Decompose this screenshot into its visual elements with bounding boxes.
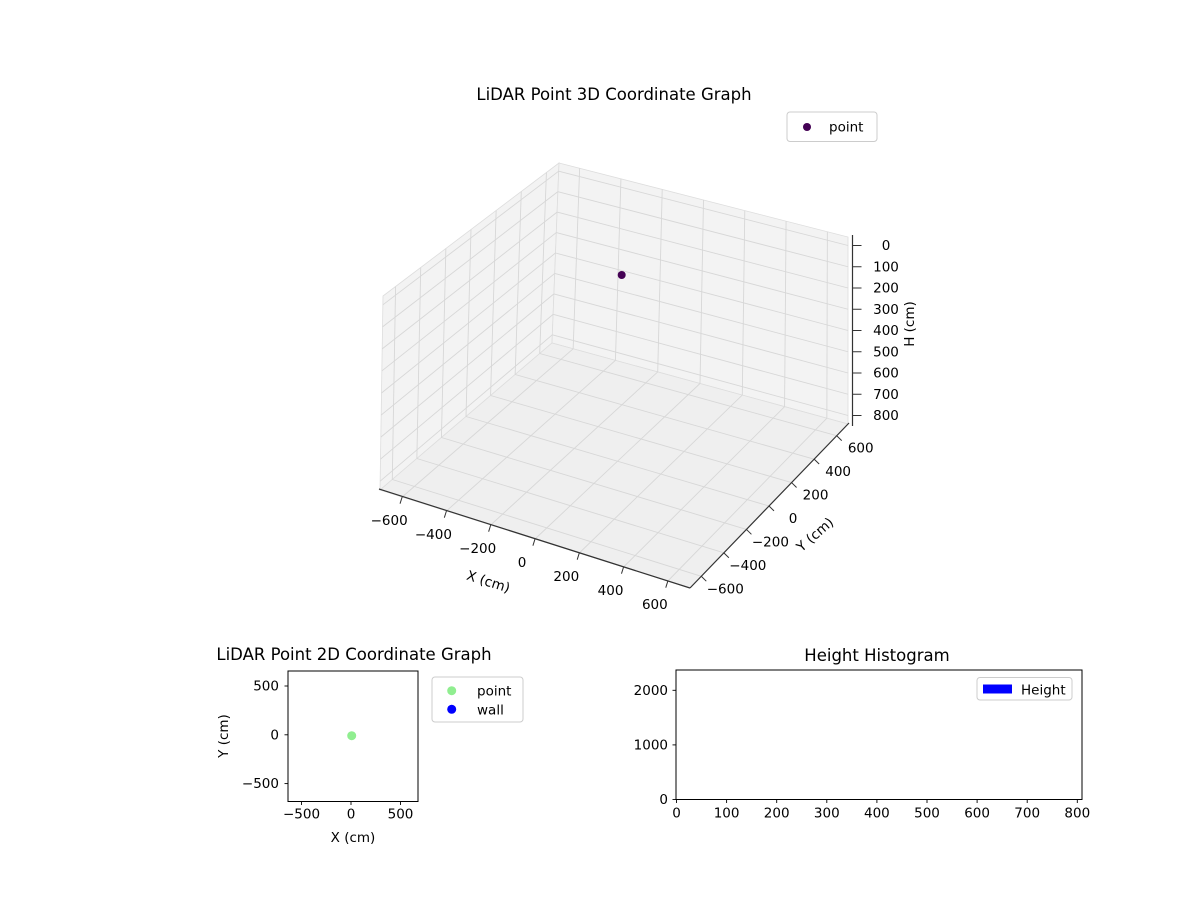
x-tick-label-hist: 200 bbox=[764, 806, 790, 822]
x-tick-label-hist: 700 bbox=[1014, 806, 1040, 822]
x-tick-label-2d: −500 bbox=[283, 807, 320, 823]
x-axis-label-3d: X (cm) bbox=[465, 568, 512, 597]
legend-marker-wall bbox=[447, 704, 457, 714]
plot3d-title: LiDAR Point 3D Coordinate Graph bbox=[476, 85, 751, 104]
2d-axes: −500 500 0 0 500 −500 bbox=[242, 670, 419, 823]
x-tick-label-3d: −200 bbox=[459, 541, 496, 557]
z-tick-label-3d: 200 bbox=[873, 281, 899, 297]
z-tick-label-3d: 700 bbox=[873, 387, 899, 403]
y-tick-label-3d: 200 bbox=[803, 488, 829, 504]
plot3d-legend: point bbox=[786, 111, 878, 142]
x-tick-label-hist: 400 bbox=[864, 806, 890, 822]
plot2d-title: LiDAR Point 2D Coordinate Graph bbox=[216, 645, 491, 664]
legend-box bbox=[976, 677, 1073, 701]
z-tick-label-3d: 0 bbox=[882, 238, 891, 254]
scatter3d-data-point bbox=[617, 271, 626, 279]
legend-patch-height bbox=[983, 684, 1012, 694]
histogram-title: Height Histogram bbox=[804, 646, 949, 665]
y-axis-label-3d: Y (cm) bbox=[793, 515, 837, 556]
x-axis-label-2d: X (cm) bbox=[331, 830, 376, 846]
3d-axis-spines bbox=[378, 235, 862, 589]
x-tick-label-hist: 500 bbox=[914, 806, 940, 822]
y-tick-label-2d: 0 bbox=[270, 727, 279, 743]
legend-label-point: point bbox=[477, 684, 511, 700]
legend-marker-point bbox=[447, 686, 457, 696]
z-tick-label-3d: 500 bbox=[873, 344, 899, 360]
3d-tick-labels: −600−400−2000200400600−600−400−200020040… bbox=[371, 238, 899, 613]
x-tick-label-3d: −400 bbox=[415, 527, 452, 543]
2d-scatter-plot: −500 500 0 0 500 −500 LiDAR Point 2D Coordina… bbox=[216, 645, 524, 846]
z-tick-label-3d: 600 bbox=[873, 366, 899, 382]
y-tick-label-2d: 500 bbox=[253, 679, 279, 695]
legend-label-wall: wall bbox=[477, 703, 504, 719]
y-tick-label-3d: 0 bbox=[789, 511, 798, 527]
histogram-axes: 0 100 200 300 400 500 600 700 800 0 1000 2000 bbox=[634, 669, 1090, 822]
x-tick-label-2d: 0 bbox=[347, 807, 356, 823]
y-tick-label-hist: 2000 bbox=[634, 683, 668, 699]
scatter2d-data-point bbox=[347, 731, 357, 741]
z-tick-label-3d: 400 bbox=[873, 323, 899, 339]
legend-label-height: Height bbox=[1021, 683, 1066, 699]
x-tick-label-3d: −600 bbox=[371, 513, 408, 529]
x-tick-label-hist: 300 bbox=[814, 806, 840, 822]
legend-label-point: point bbox=[829, 120, 863, 136]
x-tick-label-hist: 600 bbox=[964, 806, 990, 822]
x-tick-label-hist: 800 bbox=[1064, 806, 1090, 822]
x-tick-label-2d: 500 bbox=[388, 807, 414, 823]
x-tick-label-3d: 600 bbox=[642, 597, 668, 613]
legend-box bbox=[786, 111, 878, 142]
y-tick-label-3d: −200 bbox=[752, 534, 789, 550]
z-axis-label-3d: H (cm) bbox=[902, 301, 918, 347]
y-tick-label-hist: 1000 bbox=[634, 738, 668, 754]
x-tick-label-hist: 0 bbox=[672, 806, 681, 822]
y-tick-label-2d: −500 bbox=[242, 776, 279, 792]
z-tick-label-3d: 100 bbox=[873, 259, 899, 275]
y-tick-label-hist: 0 bbox=[659, 792, 668, 808]
y-tick-label-3d: −600 bbox=[707, 581, 744, 597]
y-tick-label-3d: 600 bbox=[848, 441, 874, 457]
legend-marker-point bbox=[803, 123, 811, 131]
y-tick-label-3d: 400 bbox=[825, 464, 851, 480]
3d-scatter-plot: −600−400−2000200400600−600−400−200020040… bbox=[371, 85, 918, 613]
plot2d-legend: point wall bbox=[431, 676, 524, 723]
x-tick-label-hist: 100 bbox=[714, 806, 740, 822]
x-tick-label-3d: 200 bbox=[553, 569, 579, 585]
y-axis-label-2d: Y (cm) bbox=[216, 714, 232, 759]
y-tick-label-3d: −400 bbox=[729, 558, 766, 574]
x-tick-label-3d: 400 bbox=[598, 583, 624, 599]
z-tick-label-3d: 800 bbox=[873, 408, 899, 424]
histogram-legend: Height bbox=[976, 677, 1073, 701]
x-tick-label-3d: 0 bbox=[518, 555, 527, 571]
height-histogram: 0 100 200 300 400 500 600 700 800 0 1000 2000 Heigh… bbox=[634, 646, 1091, 822]
z-tick-label-3d: 300 bbox=[873, 302, 899, 318]
3d-gridlines bbox=[379, 168, 849, 582]
